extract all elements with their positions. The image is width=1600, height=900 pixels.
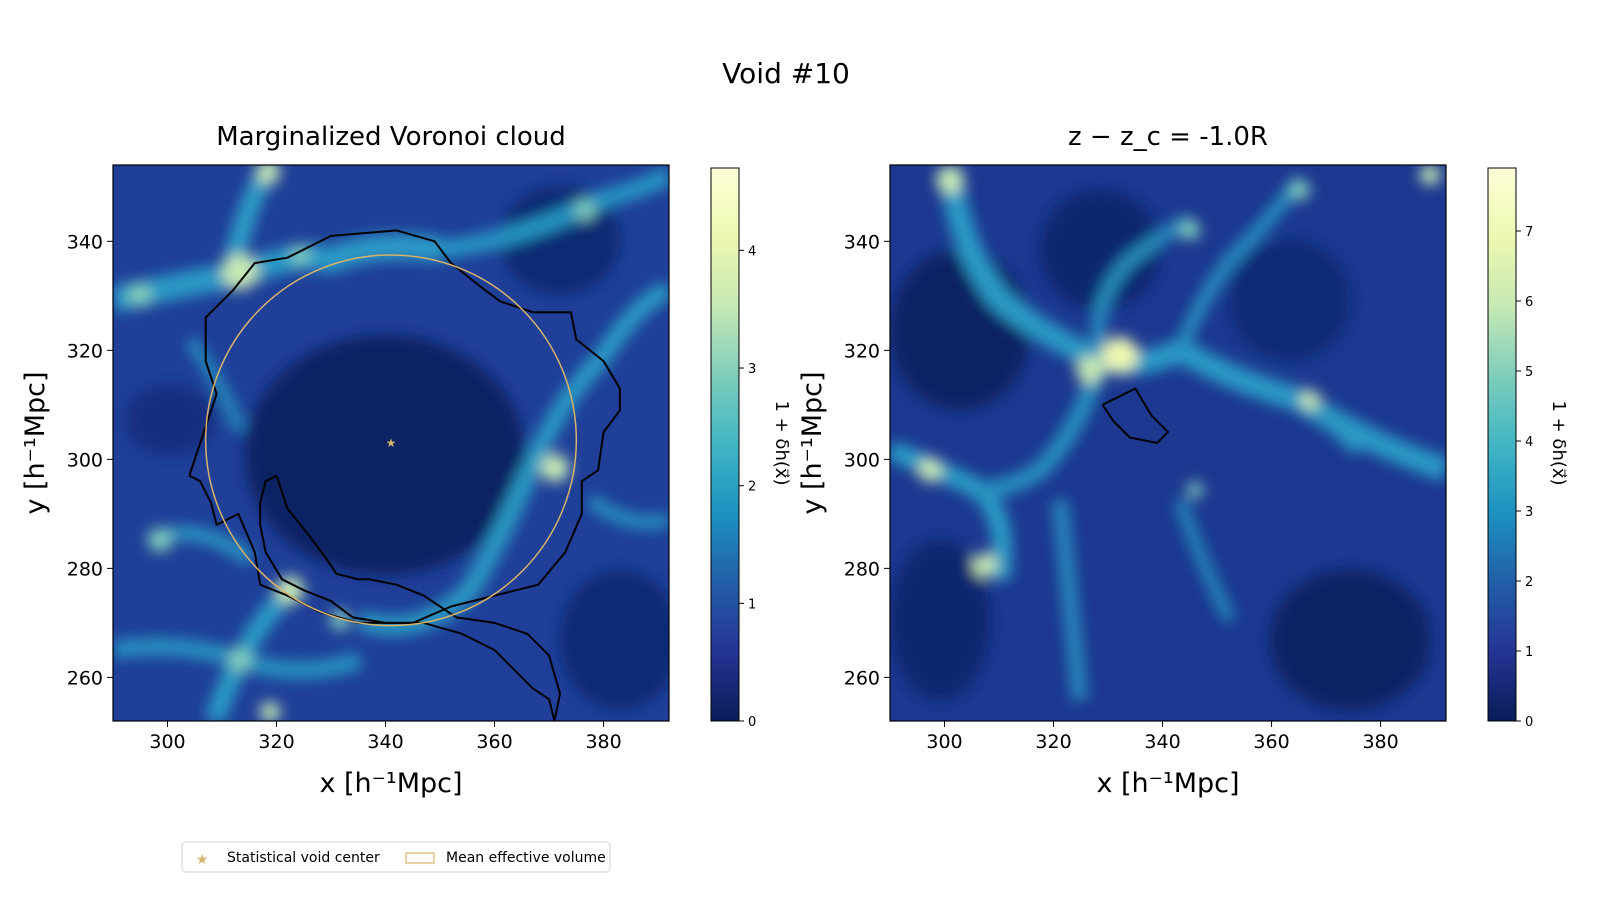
figure-suptitle: Void #10 xyxy=(722,57,850,90)
x-tick-label: 300 xyxy=(149,731,185,753)
left-x-axis-label: x [h⁻¹Mpc] xyxy=(319,768,462,799)
colorbar-tick-label: 4 xyxy=(748,244,756,259)
y-tick-label: 320 xyxy=(67,340,103,362)
left-y-axis-label: y [h⁻¹Mpc] xyxy=(20,371,51,514)
x-tick-label: 380 xyxy=(585,731,621,753)
x-tick-label: 300 xyxy=(926,731,962,753)
right-colorbar-label: 1 + δh(x⃗) xyxy=(1548,400,1569,485)
right-panel: z − z_c = -1.0R xyxy=(797,122,1569,799)
legend: ★ Statistical void center Mean effective… xyxy=(181,841,611,873)
colorbar-tick-label: 3 xyxy=(1525,505,1533,520)
x-tick-label: 340 xyxy=(1144,731,1180,753)
colorbar-tick-label: 2 xyxy=(748,480,756,495)
colorbar-tick-label: 5 xyxy=(1525,365,1533,380)
left-panel: Marginalized Voronoi cloud xyxy=(20,122,792,799)
left-colorbar-ticks: 0 1 2 3 4 xyxy=(739,244,756,730)
right-colorbar: 0 1 2 3 4 5 6 7 1 + δh(x⃗) xyxy=(1487,167,1569,730)
y-tick-label: 260 xyxy=(67,667,103,689)
colorbar-tick-label: 6 xyxy=(1525,295,1533,310)
right-y-axis-label: y [h⁻¹Mpc] xyxy=(797,371,828,514)
y-tick-label: 280 xyxy=(67,558,103,580)
density-contour xyxy=(259,474,561,721)
right-colorbar-ticks: 0 1 2 3 4 5 6 7 xyxy=(1516,225,1533,730)
left-y-ticks: 260 280 300 320 340 xyxy=(67,231,113,689)
right-density-field xyxy=(890,165,1446,721)
colorbar-tick-label: 0 xyxy=(1525,715,1533,730)
left-panel-title: Marginalized Voronoi cloud xyxy=(216,122,566,152)
colorbar-tick-label: 1 xyxy=(1525,645,1533,660)
y-tick-label: 260 xyxy=(844,667,880,689)
legend-item-mean-volume: Mean effective volume xyxy=(446,850,606,866)
colorbar-tick-label: 0 xyxy=(748,715,756,730)
x-tick-label: 360 xyxy=(476,731,512,753)
colorbar-tick-label: 4 xyxy=(1525,435,1533,450)
density-contour xyxy=(1101,387,1169,444)
left-colorbar: 0 1 2 3 4 1 + δh(x⃗) xyxy=(710,167,792,730)
x-tick-label: 380 xyxy=(1362,731,1398,753)
left-contours xyxy=(188,229,621,721)
y-tick-label: 300 xyxy=(67,449,103,471)
left-colorbar-label: 1 + δh(x⃗) xyxy=(771,400,792,485)
colorbar-tick-label: 1 xyxy=(748,597,756,612)
left-density-field: ★ xyxy=(113,165,669,721)
right-y-ticks: 260 280 300 320 340 xyxy=(844,231,890,689)
legend-rect-icon xyxy=(405,852,435,864)
right-panel-title: z − z_c = -1.0R xyxy=(1068,122,1268,152)
y-tick-label: 340 xyxy=(67,231,103,253)
right-x-ticks: 300 320 340 360 380 xyxy=(926,721,1399,753)
legend-star-icon: ★ xyxy=(196,852,209,868)
mean-effective-volume-circle xyxy=(204,254,578,627)
x-tick-label: 320 xyxy=(258,731,294,753)
x-tick-label: 360 xyxy=(1253,731,1289,753)
y-tick-label: 280 xyxy=(844,558,880,580)
right-contours xyxy=(1101,387,1169,444)
colorbar-tick-label: 2 xyxy=(1525,575,1533,590)
x-tick-label: 320 xyxy=(1035,731,1071,753)
void-center-star: ★ xyxy=(386,436,397,450)
y-tick-label: 300 xyxy=(844,449,880,471)
y-tick-label: 320 xyxy=(844,340,880,362)
right-x-axis-label: x [h⁻¹Mpc] xyxy=(1096,768,1239,799)
legend-item-void-center: Statistical void center xyxy=(227,850,380,866)
x-tick-label: 340 xyxy=(367,731,403,753)
colorbar-tick-label: 7 xyxy=(1525,225,1533,240)
density-contour xyxy=(188,229,621,624)
y-tick-label: 340 xyxy=(844,231,880,253)
left-x-ticks: 300 320 340 360 380 xyxy=(149,721,622,753)
colorbar-tick-label: 3 xyxy=(748,362,756,377)
